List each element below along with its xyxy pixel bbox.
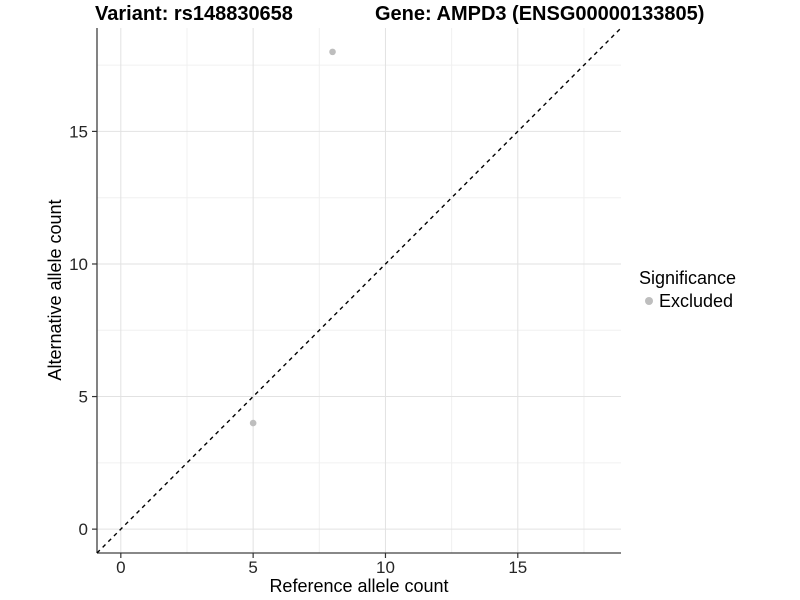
x-tick-label: 5 <box>248 558 257 577</box>
legend-item: Excluded <box>639 291 736 311</box>
legend-item-label: Excluded <box>659 291 734 311</box>
data-point <box>249 419 257 427</box>
y-axis-title: Alternative allele count <box>45 199 65 381</box>
x-tick-label: 10 <box>376 558 395 577</box>
title-gene: Gene: AMPD3 (ENSG00000133805) <box>375 3 705 25</box>
x-tick-label: 0 <box>116 558 125 577</box>
legend-key-dot <box>645 297 653 305</box>
legend-title: Significance <box>639 268 737 288</box>
x-axis-title: Reference allele count <box>269 576 449 596</box>
y-tick-label: 15 <box>69 122 88 141</box>
y-tick-label: 10 <box>69 255 88 274</box>
legend: Significance Excluded <box>639 268 736 311</box>
identity-line <box>96 27 622 554</box>
title-variant: Variant: rs148830658 <box>95 3 293 25</box>
y-tick-label: 5 <box>79 388 88 407</box>
data-point <box>329 48 336 56</box>
x-tick-label: 15 <box>508 558 527 577</box>
legend-key <box>639 291 659 311</box>
y-tick-label: 0 <box>79 520 88 539</box>
